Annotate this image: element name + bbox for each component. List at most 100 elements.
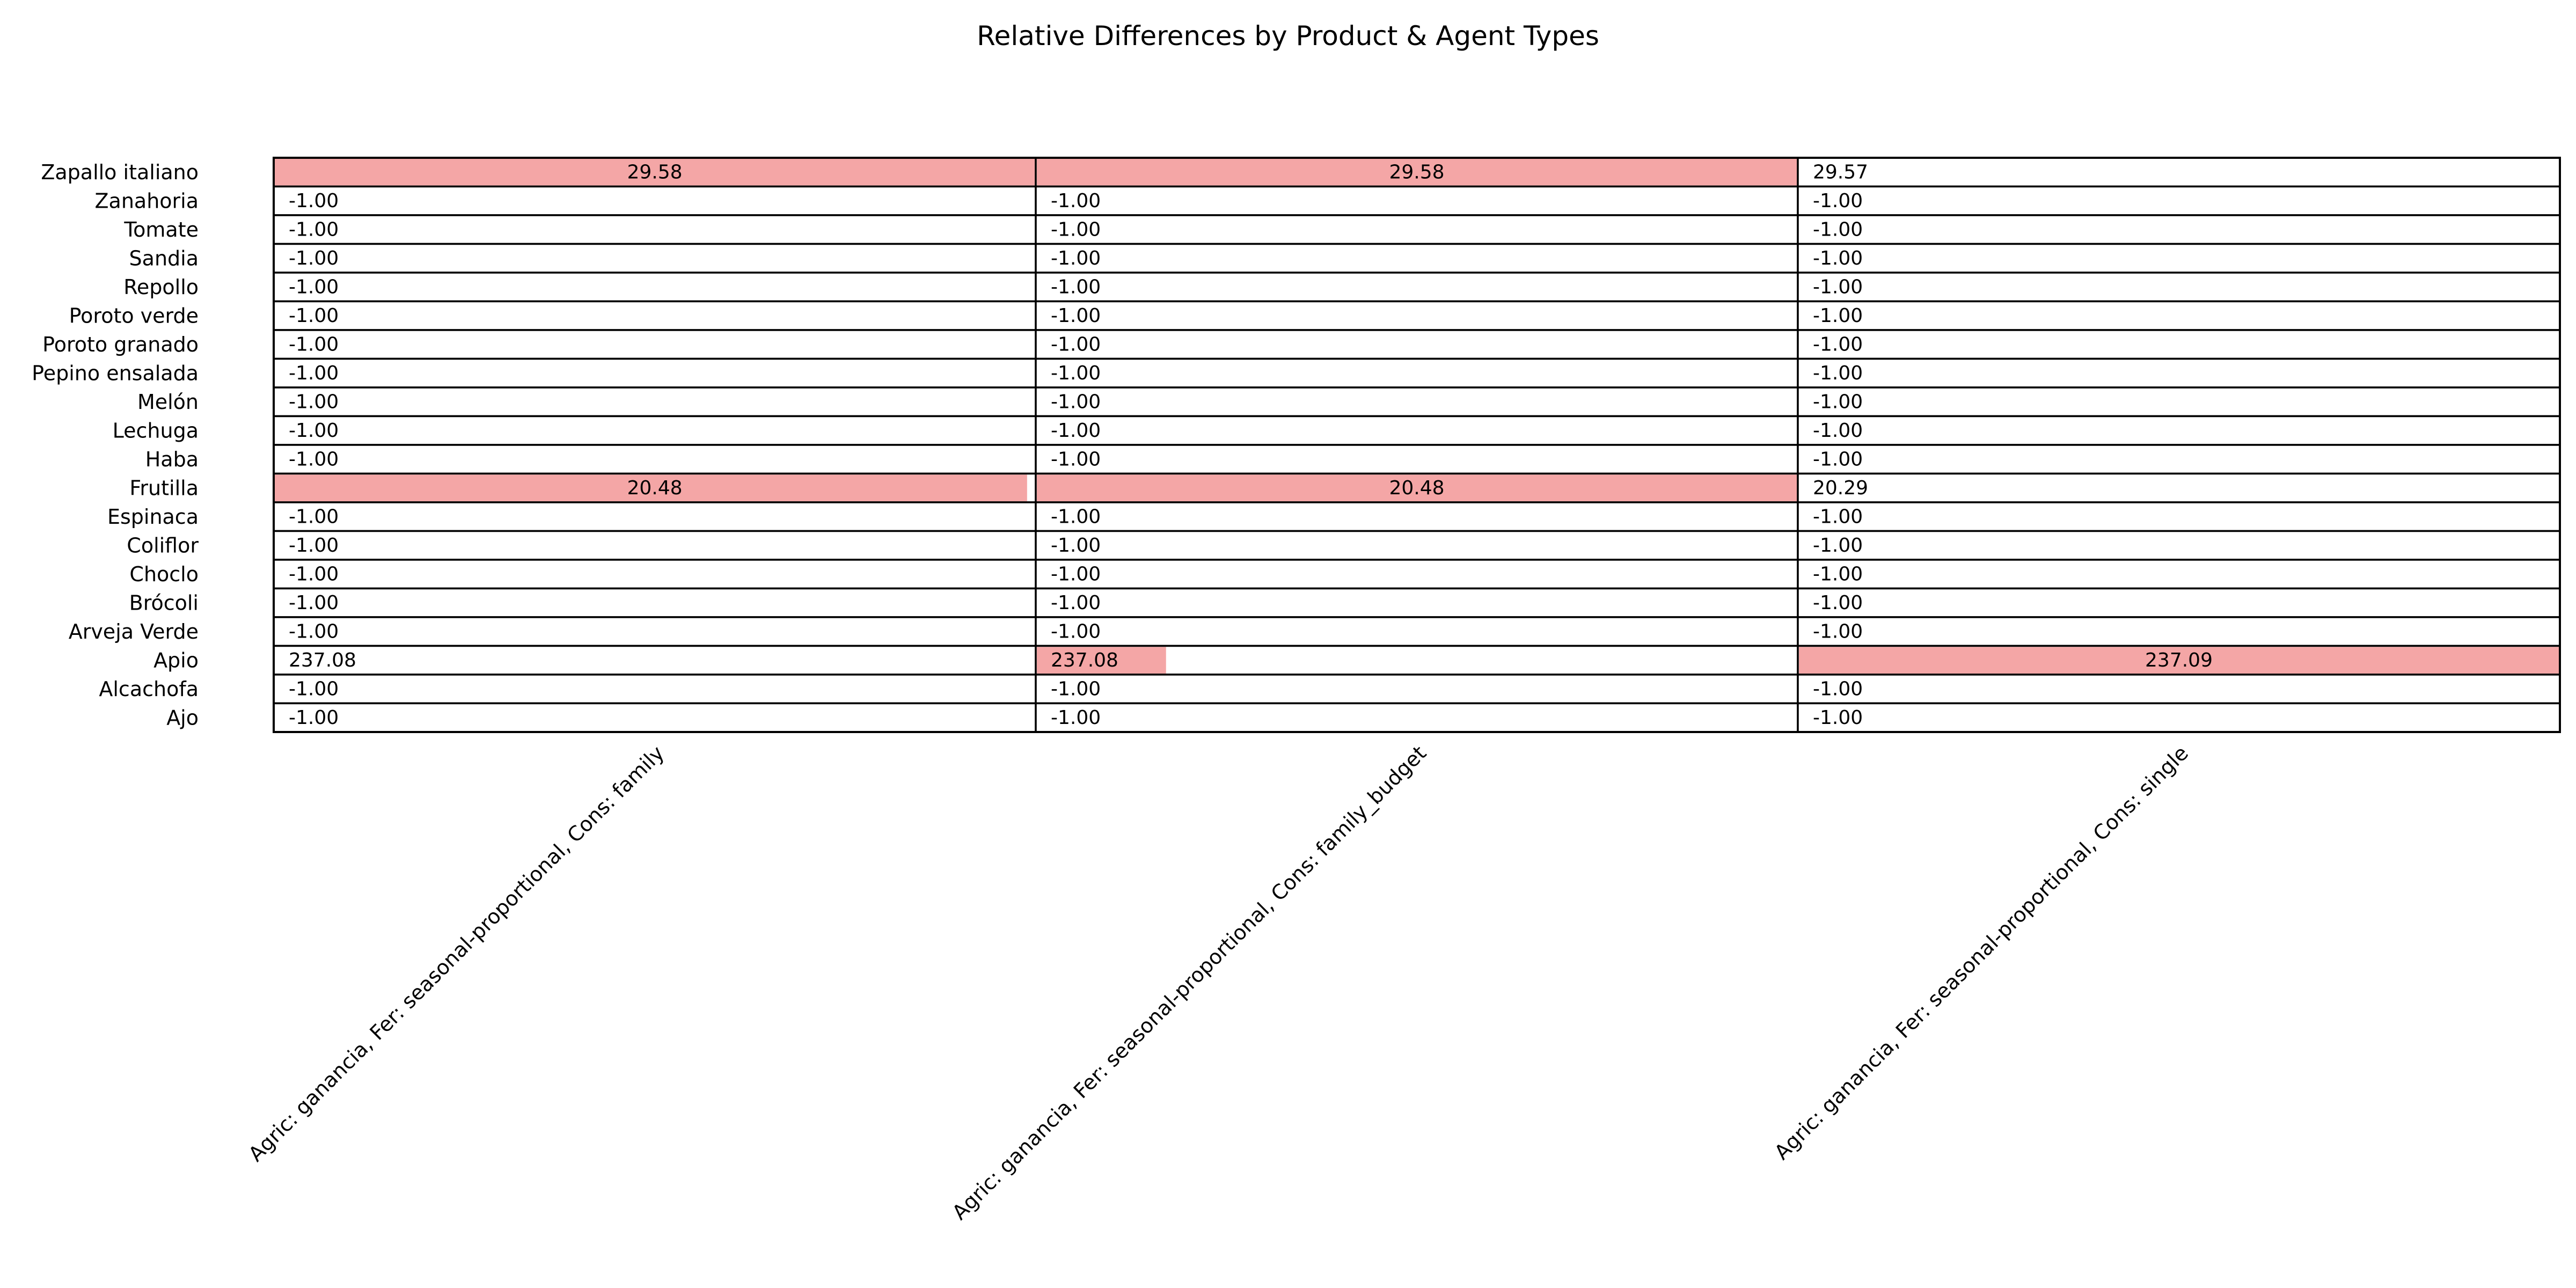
cell-value: -1.00 — [1051, 678, 1101, 700]
row-label-frutilla: Frutilla — [129, 476, 199, 500]
table-cell — [1797, 616, 2561, 647]
table-cell — [273, 415, 1037, 446]
table-cell — [1797, 501, 2561, 532]
table-cell — [1797, 530, 2561, 561]
table-cell — [1035, 444, 1799, 475]
cell-value: -1.00 — [1813, 276, 1863, 298]
table-border — [273, 157, 2561, 733]
cell-value: -1.00 — [1051, 305, 1101, 327]
cell-value: -1.00 — [1051, 535, 1101, 557]
cell-value: 20.29 — [1813, 477, 1868, 499]
cell-value: 29.58 — [1389, 161, 1444, 183]
column-label-2: Agric: ganancia, Fer: seasonal-proportio… — [948, 741, 1431, 1224]
cell-value: -1.00 — [1813, 391, 1863, 413]
table-cell — [1797, 243, 2561, 274]
cell-value: -1.00 — [1813, 333, 1863, 355]
cell-highlight-bar — [1037, 474, 1797, 501]
table-cell — [1035, 702, 1799, 733]
row-label-pepino-ensalada: Pepino ensalada — [32, 361, 199, 385]
table-cell — [273, 300, 1037, 331]
row-label-choclo: Choclo — [129, 562, 199, 586]
table-cell — [273, 559, 1037, 590]
row-label-coliflor: Coliflor — [127, 533, 199, 557]
cell-value: -1.00 — [1051, 190, 1101, 212]
cell-value: -1.00 — [1051, 707, 1101, 729]
cell-value: -1.00 — [1813, 218, 1863, 240]
row-label-repollo: Repollo — [123, 275, 199, 299]
table-cell — [1035, 501, 1799, 532]
table-cell — [1797, 157, 2561, 188]
row-label-apio: Apio — [153, 648, 199, 672]
cell-value: -1.00 — [1813, 620, 1863, 642]
table-cell — [1797, 357, 2561, 389]
cell-value: -1.00 — [1051, 276, 1101, 298]
table-cell — [1035, 616, 1799, 647]
cell-value: -1.00 — [1813, 448, 1863, 470]
cell-value: -1.00 — [289, 276, 339, 298]
row-label-zanahoria: Zanahoria — [95, 189, 199, 213]
cell-value: 29.57 — [1813, 161, 1868, 183]
cell-value: 237.08 — [289, 649, 356, 671]
cell-value: 237.09 — [2145, 649, 2213, 671]
table-cell — [273, 501, 1037, 532]
cell-value: -1.00 — [1051, 218, 1101, 240]
row-label-ajo: Ajo — [166, 706, 199, 729]
cell-value: 20.48 — [1389, 477, 1444, 499]
cell-value: -1.00 — [1813, 305, 1863, 327]
cell-value: -1.00 — [289, 362, 339, 384]
row-label-espinaca: Espinaca — [107, 505, 199, 529]
table-cell — [1797, 472, 2561, 503]
table-cell — [273, 616, 1037, 647]
cell-value: -1.00 — [1051, 247, 1101, 269]
cell-value: 20.48 — [627, 477, 682, 499]
table-cell — [273, 185, 1037, 216]
row-label-poroto-verde: Poroto verde — [69, 304, 199, 327]
row-label-sandia: Sandia — [129, 246, 199, 270]
row-label-zapallo-italiano: Zapallo italiano — [41, 160, 199, 184]
cell-value: -1.00 — [1051, 420, 1101, 442]
cell-value: -1.00 — [1813, 247, 1863, 269]
cell-value: -1.00 — [1813, 506, 1863, 528]
cell-value: -1.00 — [289, 535, 339, 557]
cell-value: -1.00 — [1051, 563, 1101, 585]
table-cell — [1797, 300, 2561, 331]
cell-value: -1.00 — [289, 707, 339, 729]
table-cell — [1035, 415, 1799, 446]
cell-value: -1.00 — [1813, 592, 1863, 614]
table-cell — [1035, 214, 1799, 245]
table-cell — [1035, 185, 1799, 216]
row-label-brocoli: Brócoli — [129, 591, 199, 614]
cell-value: -1.00 — [289, 420, 339, 442]
table-cell — [273, 674, 1037, 705]
cell-value: 29.58 — [627, 161, 682, 183]
table-cell — [1797, 444, 2561, 475]
table-cell — [1797, 214, 2561, 245]
row-label-alcachofa: Alcachofa — [99, 677, 199, 701]
table-cell — [1797, 702, 2561, 733]
table-cell — [1035, 243, 1799, 274]
table-cell — [273, 386, 1037, 418]
cell-value: -1.00 — [1051, 448, 1101, 470]
table-cell — [273, 444, 1037, 475]
cell-value: -1.00 — [1051, 333, 1101, 355]
cell-value: -1.00 — [1813, 563, 1863, 585]
cell-value: -1.00 — [289, 563, 339, 585]
table-cell — [1035, 357, 1799, 389]
table-cell — [273, 329, 1037, 360]
cell-value: 237.08 — [1051, 649, 1118, 671]
cell-value: -1.00 — [289, 247, 339, 269]
cell-value: -1.00 — [1051, 506, 1101, 528]
table-cell — [1035, 559, 1799, 590]
table-cell — [1797, 386, 2561, 418]
table-cell — [1035, 300, 1799, 331]
column-labels: Agric: ganancia, Fer: seasonal-proportio… — [244, 741, 2193, 1224]
table-cell — [1797, 587, 2561, 618]
table-cell — [273, 702, 1037, 733]
cell-value: -1.00 — [1813, 707, 1863, 729]
row-label-tomate: Tomate — [123, 218, 199, 241]
cell-value: -1.00 — [1051, 620, 1101, 642]
row-label-arveja-verde: Arveja Verde — [69, 620, 199, 643]
cell-value: -1.00 — [289, 333, 339, 355]
cell-value: -1.00 — [289, 391, 339, 413]
table-cell — [1035, 386, 1799, 418]
